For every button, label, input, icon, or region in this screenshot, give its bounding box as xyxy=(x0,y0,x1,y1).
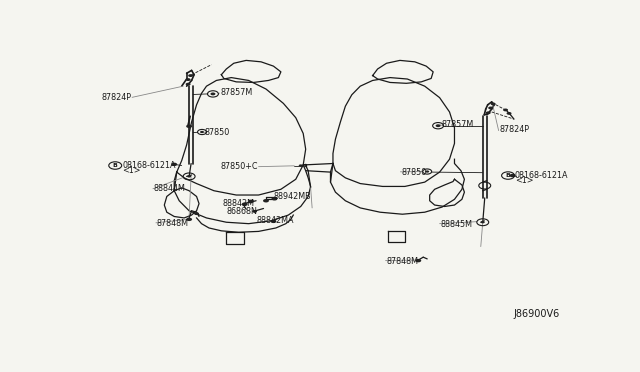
Text: 08168-6121A: 08168-6121A xyxy=(515,171,568,180)
Circle shape xyxy=(506,112,511,115)
Circle shape xyxy=(172,163,177,166)
Text: 87850: 87850 xyxy=(401,168,427,177)
Text: J86900V6: J86900V6 xyxy=(514,310,560,320)
Circle shape xyxy=(481,221,484,223)
Circle shape xyxy=(188,74,193,77)
Circle shape xyxy=(211,93,216,95)
Circle shape xyxy=(186,218,192,221)
Text: 87850: 87850 xyxy=(205,128,230,137)
Circle shape xyxy=(252,210,257,213)
Circle shape xyxy=(187,175,191,177)
Circle shape xyxy=(503,109,508,111)
Text: B: B xyxy=(113,163,118,168)
Circle shape xyxy=(299,164,303,167)
Text: B: B xyxy=(506,173,511,178)
Circle shape xyxy=(425,170,429,173)
Text: 88842MA: 88842MA xyxy=(257,216,294,225)
Text: <1>: <1> xyxy=(515,176,534,185)
Circle shape xyxy=(509,174,515,177)
Circle shape xyxy=(415,259,421,262)
Text: 87848M: 87848M xyxy=(157,219,189,228)
Text: 08168-6121A: 08168-6121A xyxy=(122,161,175,170)
Circle shape xyxy=(194,212,199,215)
Text: 87848M: 87848M xyxy=(387,257,419,266)
Text: 88942MB: 88942MB xyxy=(273,192,311,201)
Circle shape xyxy=(436,124,440,127)
Circle shape xyxy=(486,111,491,114)
Text: 87857M: 87857M xyxy=(441,120,474,129)
Text: 87824P: 87824P xyxy=(500,125,530,134)
Text: 88844M: 88844M xyxy=(154,184,186,193)
Circle shape xyxy=(200,131,204,133)
Circle shape xyxy=(271,197,277,201)
Circle shape xyxy=(271,219,276,223)
Circle shape xyxy=(263,199,269,202)
Circle shape xyxy=(186,83,191,86)
Text: 87850+C: 87850+C xyxy=(220,163,257,171)
Circle shape xyxy=(248,200,254,203)
Circle shape xyxy=(186,78,191,81)
Circle shape xyxy=(491,103,495,105)
Text: 86868N: 86868N xyxy=(227,207,258,216)
Text: 88842M: 88842M xyxy=(222,199,254,208)
Text: 88845M: 88845M xyxy=(440,220,472,229)
Circle shape xyxy=(242,202,248,206)
Circle shape xyxy=(186,125,192,128)
Text: 87857M: 87857M xyxy=(220,88,253,97)
Circle shape xyxy=(488,106,493,109)
Text: <1>: <1> xyxy=(122,166,141,174)
Text: 87824P: 87824P xyxy=(101,93,131,102)
